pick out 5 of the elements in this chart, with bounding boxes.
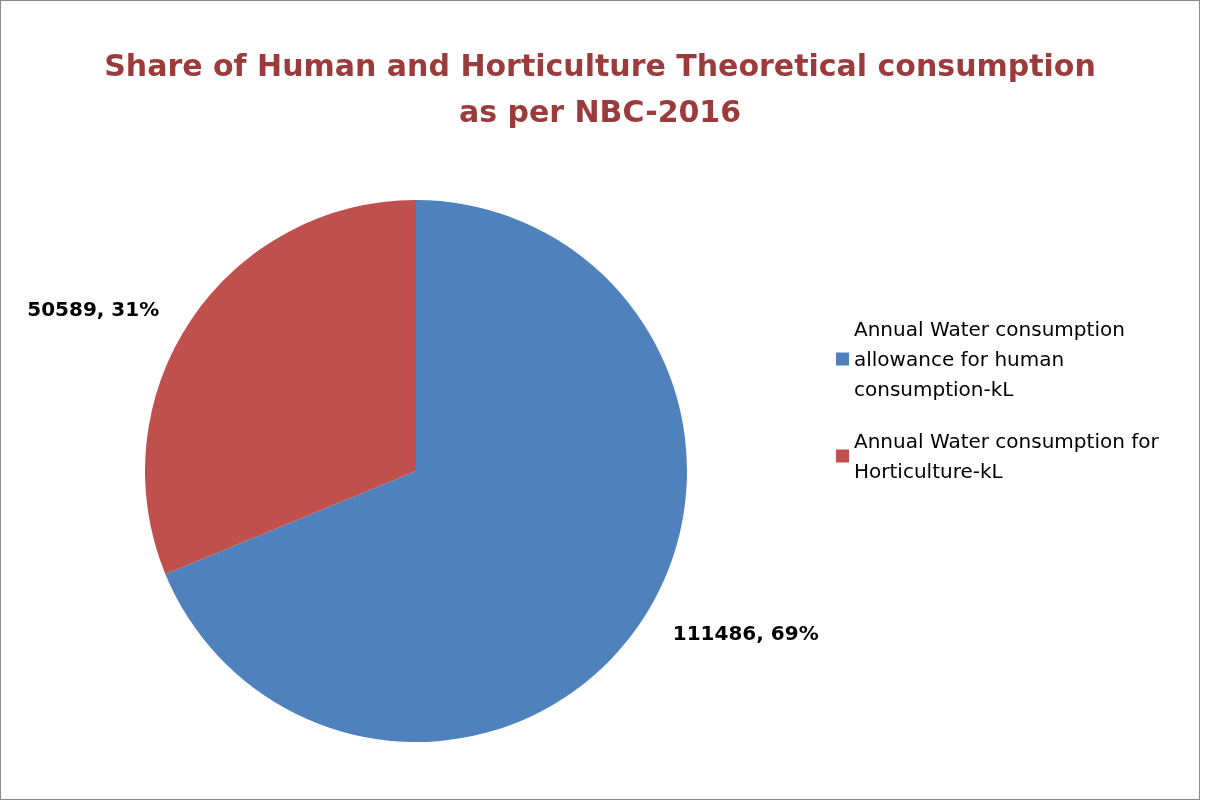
legend-label: Annual Water consumption allowance for human consumption-kL [854,317,1132,401]
legend-label: Annual Water consumption for Horticulture-kL [854,429,1166,483]
data-label: 50589, 31% [27,297,160,322]
data-label: 111486, 69% [672,620,819,645]
chart-title: Share of Human and Horticulture Theoretical consumption as per NBC-2016 [104,47,1096,129]
